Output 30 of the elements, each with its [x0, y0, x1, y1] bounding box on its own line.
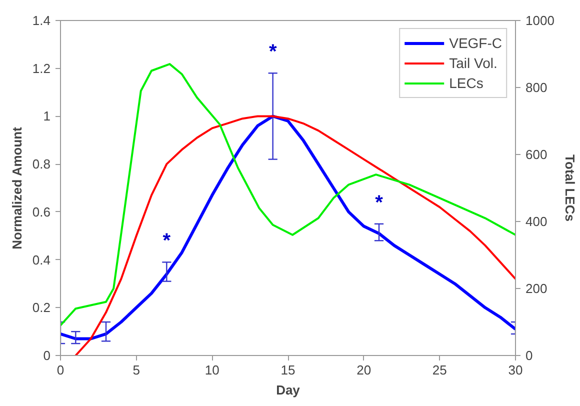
legend-label: Tail Vol. [449, 55, 498, 71]
y2-tick-label: 800 [526, 80, 548, 95]
y-tick-label: 0 [43, 348, 51, 363]
y-tick-label: 1 [43, 108, 51, 124]
y-tick-label: 1.2 [32, 60, 51, 76]
x-tick-label: 25 [432, 362, 447, 378]
y2-tick-label: 1000 [526, 13, 554, 28]
y2-axis-title: Total LECs [562, 154, 578, 222]
legend-label: LECs [449, 75, 484, 91]
data-label: * [162, 230, 171, 252]
y2-tick-label: 600 [526, 147, 548, 162]
x-axis-title: Day [276, 382, 301, 398]
y2-tick-label: 200 [526, 281, 548, 296]
x-tick-label: 15 [280, 362, 296, 378]
y-tick-label: 0.2 [32, 300, 51, 316]
x-tick-label: 20 [356, 362, 372, 378]
y-tick-label: 1.4 [32, 13, 51, 28]
x-tick-label: 5 [132, 362, 140, 378]
legend-label: VEGF-C [449, 35, 502, 51]
y-axis-title: Normalized Amount [9, 126, 24, 250]
y-tick-label: 0.8 [32, 156, 51, 172]
data-label: * [268, 41, 277, 64]
y2-tick-label: 0 [526, 348, 533, 363]
x-tick-label: 10 [204, 362, 220, 378]
y2-tick-label: 400 [526, 214, 548, 229]
y-tick-label: 0.4 [32, 252, 51, 268]
x-tick-label: 30 [508, 362, 523, 378]
data-label: * [375, 192, 384, 214]
y-tick-label: 0.6 [32, 204, 51, 220]
x-tick-label: 0 [56, 362, 64, 378]
